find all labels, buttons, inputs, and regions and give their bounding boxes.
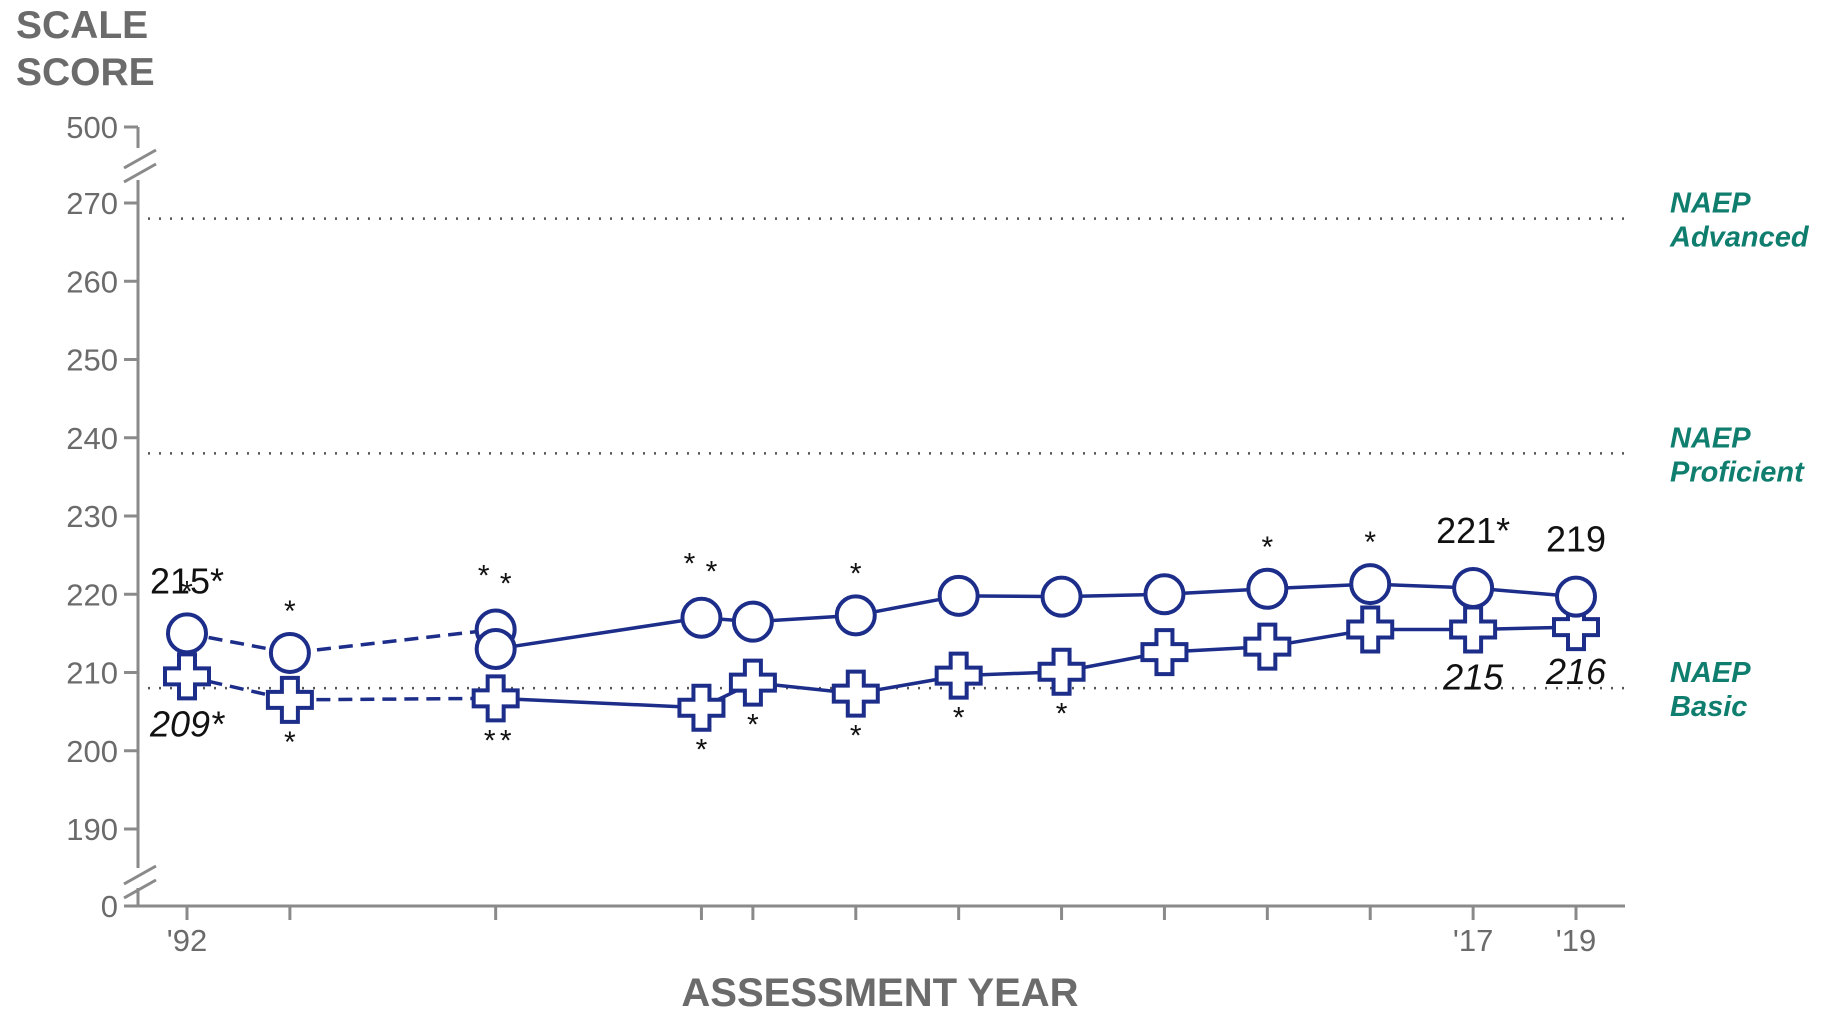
cross-marker <box>1552 603 1600 652</box>
y-tick-label: 210 <box>66 656 118 691</box>
significance-star: * <box>484 724 496 757</box>
cross-marker <box>934 651 983 700</box>
circle-marker <box>937 574 980 617</box>
series-line-dashed <box>186 627 496 655</box>
significance-star: * <box>850 557 862 590</box>
cross-marker <box>1243 622 1292 671</box>
y-tick-label: 500 <box>66 110 118 145</box>
series-line-dashed <box>186 674 496 702</box>
cross-marker <box>265 675 314 724</box>
data-label: 216 <box>1545 651 1607 692</box>
circle-marker <box>834 594 877 637</box>
cross-marker <box>831 669 880 718</box>
data-label: 219 <box>1546 519 1606 560</box>
cross-marker <box>1449 605 1498 654</box>
x-tick-label: '17 <box>1453 923 1493 958</box>
significance-star: * <box>500 567 512 600</box>
significance-star: * <box>706 556 718 589</box>
significance-star: * <box>478 559 490 592</box>
circle-marker <box>731 600 774 643</box>
achievement-level-label: Basic <box>1670 691 1747 723</box>
data-label: 215 <box>1442 656 1504 697</box>
circle-marker <box>1246 567 1289 610</box>
cross-marker <box>677 683 726 732</box>
circle-marker <box>1143 573 1186 616</box>
y-tick-label: 220 <box>66 577 118 612</box>
significance-star: * <box>1364 526 1376 559</box>
cross-marker <box>471 674 520 723</box>
significance-star: * <box>696 734 708 767</box>
circle-marker <box>1349 563 1392 606</box>
significance-star: * <box>684 548 696 581</box>
circle-marker <box>268 631 311 674</box>
significance-star: * <box>500 724 512 757</box>
y-tick-label: 240 <box>66 421 118 456</box>
circle-marker <box>680 596 723 639</box>
y-axis-title-line-2: SCORE <box>16 51 155 94</box>
cross-marker <box>728 658 777 707</box>
cross-marker <box>1346 605 1395 654</box>
circle-marker <box>166 612 208 655</box>
y-tick-label: 260 <box>66 264 118 299</box>
achievement-level-label: NAEP <box>1670 188 1751 220</box>
significance-star: * <box>850 720 862 753</box>
significance-star: * <box>181 575 193 608</box>
achievement-level-label: Advanced <box>1669 222 1810 254</box>
series-line-solid <box>495 625 1577 710</box>
y-tick-label: 190 <box>66 812 118 847</box>
achievement-level-label: NAEP <box>1670 422 1751 454</box>
cross-marker <box>1140 628 1189 677</box>
circle-marker <box>1555 575 1597 618</box>
circle-marker <box>1040 575 1083 618</box>
y-tick-label: 200 <box>66 734 118 769</box>
y-axis-break-mark <box>123 878 157 900</box>
achievement-level-label: NAEP <box>1670 657 1751 689</box>
achievement-level-label: Proficient <box>1670 456 1805 488</box>
axes: 0 190 200 210 220 230 240 250 260 270 500 '92 '17 '19 <box>66 110 1625 958</box>
significance-star: * <box>953 702 965 735</box>
significance-star: * <box>1261 531 1273 564</box>
y-tick-label: 230 <box>66 499 118 534</box>
x-axis-title: ASSESSMENT YEAR <box>681 971 1078 1013</box>
y-tick-label: 270 <box>66 186 118 221</box>
cross-marker <box>163 652 211 701</box>
significance-star: * <box>284 726 296 759</box>
y-axis-title-line-1: SCALE <box>16 4 148 47</box>
x-tick-label: '19 <box>1556 923 1596 958</box>
significance-star: * <box>284 595 296 628</box>
y-axis-break-mark <box>123 864 157 886</box>
circle-marker <box>474 628 517 671</box>
circle-marker <box>1452 566 1495 609</box>
y-tick-label: 0 <box>101 889 118 924</box>
significance-star: * <box>1056 698 1068 731</box>
data-label: 215* <box>150 560 224 601</box>
cross-marker <box>1037 647 1086 696</box>
y-axis-break-mark <box>123 162 157 184</box>
y-tick-label: 250 <box>66 343 118 378</box>
x-tick-label: '92 <box>167 923 207 958</box>
y-axis-break-mark <box>123 148 157 170</box>
data-label: 221* <box>1436 510 1510 551</box>
y-axis-title: SCALE SCORE <box>16 4 155 94</box>
series-line-solid <box>495 582 1577 651</box>
data-label: 209* <box>149 703 225 744</box>
significance-star: * <box>747 709 759 742</box>
